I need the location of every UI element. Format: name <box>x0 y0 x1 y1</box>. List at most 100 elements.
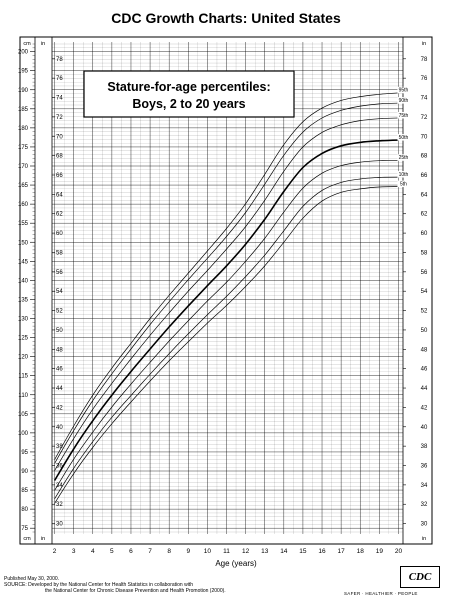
cm-tick-label: 175 <box>18 145 29 151</box>
x-tick-label: 13 <box>261 548 269 555</box>
right-in-tick-label: 66 <box>421 173 428 179</box>
cm-tick-label: 90 <box>21 469 28 475</box>
bottom-unit-in-left: in <box>41 536 45 542</box>
x-tick-label: 6 <box>129 548 133 555</box>
left-in-tick-label: 40 <box>56 425 63 431</box>
left-in-tick-label: 72 <box>56 115 63 121</box>
right-in-tick-label: 36 <box>421 464 428 470</box>
left-in-tick-label: 42 <box>56 405 63 411</box>
x-tick-label: 4 <box>91 548 95 555</box>
bottom-unit-in-right: in <box>422 536 426 542</box>
cm-tick-label: 155 <box>18 221 29 227</box>
cm-tick-label: 140 <box>18 278 29 284</box>
left-in-tick-label: 74 <box>56 96 63 102</box>
cm-tick-label: 130 <box>18 317 29 323</box>
right-in-tick-label: 48 <box>421 347 428 353</box>
cm-tick-label: 145 <box>18 259 29 265</box>
series-line-10th <box>54 176 399 499</box>
left-unit-in: in <box>41 41 45 47</box>
x-tick-label: 18 <box>357 548 365 555</box>
tagline: SAFER · HEALTHIER · PEOPLE <box>344 591 418 596</box>
right-in-tick-label: 34 <box>421 483 428 489</box>
left-in-tick-label: 46 <box>56 367 63 373</box>
right-unit-in: in <box>422 41 426 47</box>
cm-tick-label: 180 <box>18 126 29 132</box>
left-in-tick-label: 68 <box>56 154 63 160</box>
series-label-90th: 90th <box>399 98 409 104</box>
right-in-tick-label: 78 <box>421 57 428 63</box>
cm-tick-label: 190 <box>18 88 29 94</box>
right-in-tick-label: 50 <box>421 328 428 334</box>
footer-source: SOURCE: Developed by the National Center… <box>4 582 193 588</box>
cm-tick-label: 95 <box>21 450 28 456</box>
x-tick-label: 7 <box>148 548 152 555</box>
cdc-logo: CDC <box>400 566 440 588</box>
series-line-25th <box>54 159 399 491</box>
right-in-tick-label: 56 <box>421 270 428 276</box>
series-label-5th: 5th <box>400 181 407 187</box>
right-in-tick-label: 38 <box>421 444 428 450</box>
x-tick-label: 15 <box>299 548 307 555</box>
cm-tick-label: 170 <box>18 164 29 170</box>
series-label-bg <box>397 97 411 104</box>
bottom-unit-cm: cm <box>23 536 31 542</box>
x-tick-label: 11 <box>223 548 230 555</box>
left-in-tick-label: 66 <box>56 173 63 179</box>
x-axis-label: Age (years) <box>215 559 257 568</box>
cm-tick-label: 135 <box>18 297 29 303</box>
chart-frame <box>19 36 433 545</box>
right-in-tick-label: 40 <box>421 425 428 431</box>
left-in-tick-label: 48 <box>56 347 63 353</box>
cm-tick-label: 110 <box>18 393 28 399</box>
cm-tick-label: 195 <box>18 69 29 75</box>
right-in-tick-label: 76 <box>421 76 428 82</box>
series-label-bg <box>397 180 411 188</box>
series-line-5th <box>54 186 399 504</box>
left-in-tick-label: 58 <box>56 250 63 256</box>
series-line-50th <box>53 139 399 481</box>
title-box <box>83 70 295 118</box>
right-in-tick-label: 70 <box>421 134 428 140</box>
right-in-tick-label: 42 <box>421 405 428 411</box>
left-unit-cm: cm <box>23 41 31 47</box>
cm-tick-label: 125 <box>18 336 29 342</box>
x-tick-label: 5 <box>110 548 114 555</box>
right-in-tick-label: 72 <box>421 115 428 121</box>
series-label-50th: 50th <box>399 135 409 141</box>
right-in-tick-label: 64 <box>421 192 428 198</box>
footer-published: Published May 30, 2000. <box>4 576 60 582</box>
cm-tick-label: 120 <box>18 355 29 361</box>
left-in-tick-label: 78 <box>56 57 63 63</box>
left-in-tick-label: 52 <box>56 309 63 315</box>
right-in-tick-label: 74 <box>421 96 428 102</box>
left-in-tick-label: 64 <box>56 192 63 198</box>
right-in-tick-label: 54 <box>421 289 428 295</box>
series-label-bg <box>397 171 411 178</box>
left-in-tick-label: 50 <box>56 328 63 334</box>
left-in-tick-label: 56 <box>56 270 63 276</box>
page-title: CDC Growth Charts: United States <box>111 10 341 26</box>
right-in-tick-label: 58 <box>421 250 428 256</box>
series-label-10th: 10th <box>399 172 409 178</box>
left-in-tick-label: 44 <box>56 386 63 392</box>
series-label-bg <box>397 134 411 141</box>
x-tick-label: 2 <box>53 548 57 555</box>
cm-tick-label: 100 <box>18 431 29 437</box>
right-in-tick-label: 46 <box>421 367 428 373</box>
series-line-90th <box>54 102 399 464</box>
right-in-tick-label: 68 <box>421 154 428 160</box>
left-in-tick-label: 62 <box>56 212 63 218</box>
cm-tick-label: 105 <box>18 412 29 418</box>
left-in-tick-label: 70 <box>56 134 63 140</box>
x-tick-label: 19 <box>376 548 384 555</box>
x-tick-label: 10 <box>204 548 212 555</box>
cm-tick-label: 115 <box>18 374 28 380</box>
cm-tick-label: 160 <box>18 202 29 208</box>
cm-tick-label: 85 <box>21 488 28 494</box>
right-in-tick-label: 44 <box>421 386 428 392</box>
series-label-25th: 25th <box>399 155 409 161</box>
series-label-bg <box>397 111 411 119</box>
cm-tick-label: 200 <box>18 50 29 56</box>
right-in-tick-label: 30 <box>421 522 428 528</box>
